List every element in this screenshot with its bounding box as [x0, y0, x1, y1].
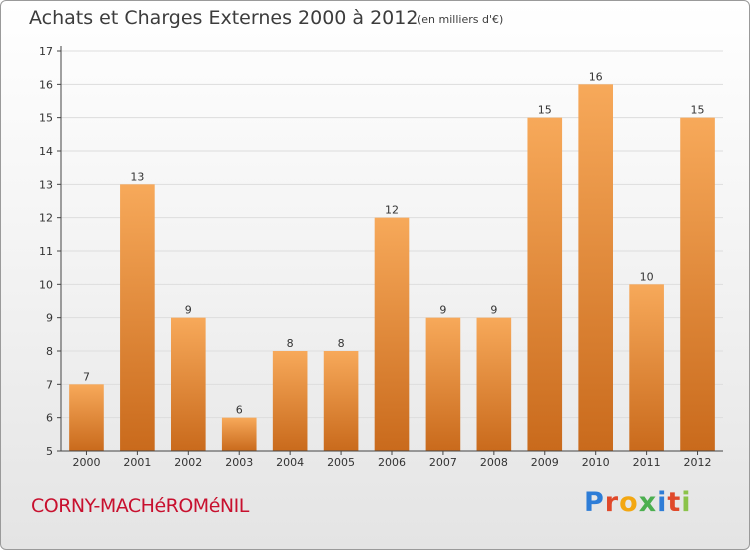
- y-tick-label: 5: [46, 445, 53, 458]
- bar: [120, 184, 155, 452]
- y-tick-label: 8: [46, 345, 53, 358]
- x-tick-label: 2007: [429, 456, 457, 469]
- bar: [476, 317, 512, 451]
- logo-letter: t: [667, 487, 682, 518]
- data-label: 7: [83, 370, 90, 383]
- data-label: 8: [338, 337, 345, 350]
- logo-letter: P: [584, 487, 605, 518]
- x-tick-label: 2006: [378, 456, 406, 469]
- x-tick-label: 2000: [72, 456, 100, 469]
- y-tick-label: 10: [39, 278, 53, 291]
- y-tick-label: 9: [46, 312, 53, 325]
- bar: [374, 217, 410, 451]
- y-tick-label: 17: [39, 45, 53, 58]
- bar: [578, 84, 614, 451]
- y-tick-label: 16: [39, 78, 53, 91]
- bar: [680, 117, 715, 452]
- y-tick-label: 11: [39, 245, 53, 258]
- x-tick-label: 2012: [684, 456, 712, 469]
- logo-letter: o: [619, 487, 639, 518]
- bar: [629, 284, 664, 451]
- x-tick-label: 2011: [633, 456, 661, 469]
- data-label: 15: [691, 104, 705, 117]
- bar: [272, 351, 308, 451]
- y-tick-label: 13: [39, 178, 53, 191]
- data-label: 8: [287, 337, 294, 350]
- data-label: 10: [640, 270, 654, 283]
- bar: [425, 317, 461, 451]
- x-tick-label: 2005: [327, 456, 355, 469]
- data-label: 9: [185, 304, 192, 317]
- x-tick-label: 2004: [276, 456, 304, 469]
- data-label: 13: [130, 170, 144, 183]
- x-tick-label: 2002: [174, 456, 202, 469]
- data-label: 12: [385, 204, 399, 217]
- data-label: 6: [236, 404, 243, 417]
- x-tick-label: 2001: [123, 456, 151, 469]
- data-label: 9: [490, 304, 497, 317]
- logo-letter: i: [681, 487, 692, 518]
- y-tick-label: 12: [39, 212, 53, 225]
- y-tick-label: 14: [39, 145, 53, 158]
- y-tick-label: 7: [46, 378, 53, 391]
- x-tick-label: 2010: [582, 456, 610, 469]
- bar: [221, 417, 257, 451]
- proxiti-logo: Proxiti: [584, 487, 692, 518]
- bar: [323, 351, 359, 451]
- x-tick-label: 2009: [531, 456, 559, 469]
- y-tick-label: 6: [46, 412, 53, 425]
- logo-letter: i: [657, 487, 668, 518]
- y-tick-label: 15: [39, 112, 53, 125]
- x-tick-label: 2008: [480, 456, 508, 469]
- logo-letter: x: [638, 487, 658, 518]
- town-name: CORNY-MACHéROMéNIL: [31, 495, 249, 517]
- x-tick-label: 2003: [225, 456, 253, 469]
- bar: [527, 117, 563, 452]
- bar: [170, 317, 206, 451]
- bar: [69, 384, 104, 451]
- data-label: 16: [589, 70, 603, 83]
- chart-title: Achats et Charges Externes 2000 à 2012: [29, 7, 419, 29]
- chart-unit: (en milliers d'€): [417, 13, 504, 26]
- logo-letter: r: [604, 487, 620, 518]
- data-label: 15: [538, 104, 552, 117]
- data-label: 9: [439, 304, 446, 317]
